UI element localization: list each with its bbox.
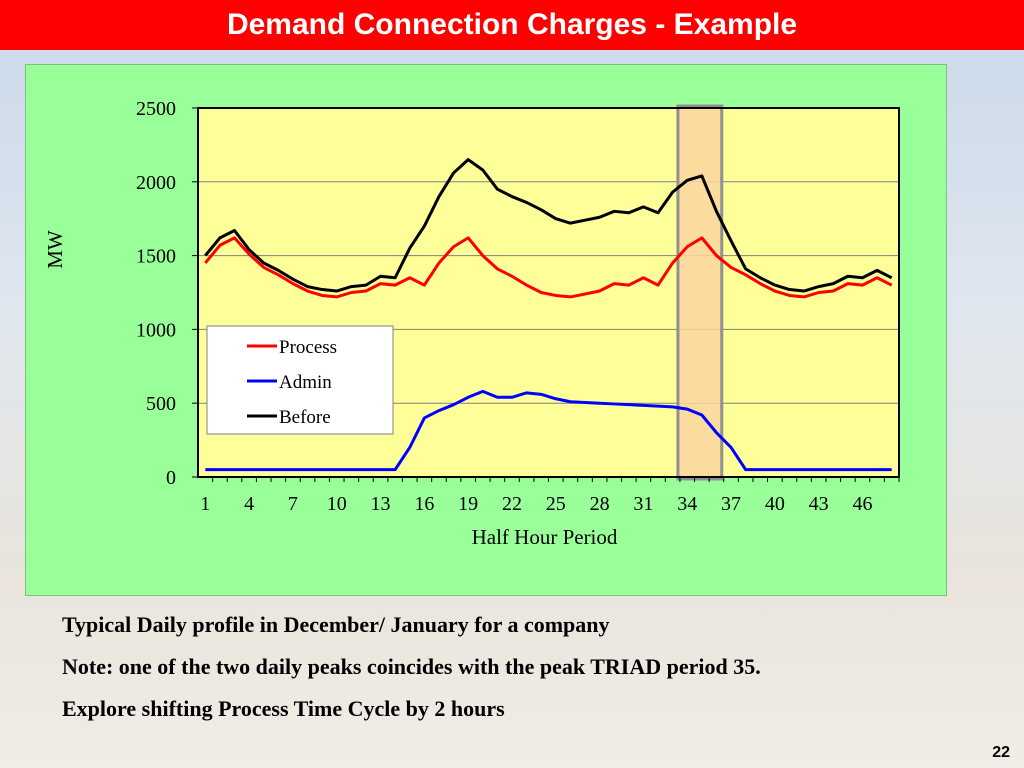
page-number: 22 [992, 744, 1010, 761]
x-tick-label: 46 [852, 493, 872, 515]
x-tick-label: 34 [677, 493, 697, 515]
x-tick-label: 19 [458, 493, 478, 515]
chart-panel: 0 500 1000 1500 2000 2500 1 4 7 10 13 16 19 22 25 28 31… [25, 64, 947, 596]
demand-line-chart: 0 500 1000 1500 2000 2500 1 4 7 10 13 16 19 22 25 28 31… [43, 98, 900, 549]
note-line-1: Typical Daily profile in December/ Janua… [62, 612, 610, 637]
series-line-admin [205, 389, 892, 472]
x-tick-label: 13 [371, 493, 391, 515]
legend: Process Admin Before [206, 325, 394, 435]
series-line-process [204, 236, 893, 299]
y-axis-label: MW [43, 230, 67, 269]
x-tick-label: 40 [765, 493, 785, 515]
title-bar: Demand Connection Charges - Example [0, 0, 1024, 50]
series-lines [204, 158, 893, 472]
y-tick-label: 500 [146, 393, 176, 415]
x-tick-label: 37 [721, 493, 741, 515]
slide-notes: Typical Daily profile in December/ Janua… [62, 604, 992, 730]
y-tick-label: 1000 [136, 319, 176, 341]
x-tick-label: 7 [288, 493, 298, 515]
x-axis-label: Half Hour Period [472, 525, 618, 549]
note-line-3: Explore shifting Process Time Cycle by 2… [62, 696, 505, 721]
x-tick-label: 25 [546, 493, 566, 515]
legend-label: Process [279, 337, 337, 358]
x-tick-label: 4 [244, 493, 254, 515]
slide-title: Demand Connection Charges - Example [226, 8, 798, 41]
x-tick-label: 31 [633, 493, 653, 515]
legend-label: Before [279, 407, 331, 428]
series-line-before [204, 158, 893, 293]
y-tick-label: 1500 [136, 246, 176, 268]
legend-box [206, 325, 394, 435]
y-tick-label: 2500 [136, 98, 176, 120]
x-axis-ticks: 1 4 7 10 13 16 19 22 25 28 31 34 37 40 43 46 [200, 477, 900, 515]
y-tick-label: 2000 [136, 172, 176, 194]
triad-highlight-band [676, 104, 724, 481]
x-tick-label: 1 [200, 493, 210, 515]
x-tick-label: 43 [809, 493, 829, 515]
x-tick-label: 22 [502, 493, 522, 515]
legend-label: Admin [279, 372, 332, 393]
y-tick-label: 0 [166, 467, 176, 489]
x-tick-label: 10 [327, 493, 347, 515]
x-tick-label: 28 [590, 493, 610, 515]
note-line-2: Note: one of the two daily peaks coincid… [62, 654, 761, 679]
y-axis-ticks: 0 500 1000 1500 2000 2500 [136, 98, 198, 489]
x-tick-label: 16 [414, 493, 434, 515]
